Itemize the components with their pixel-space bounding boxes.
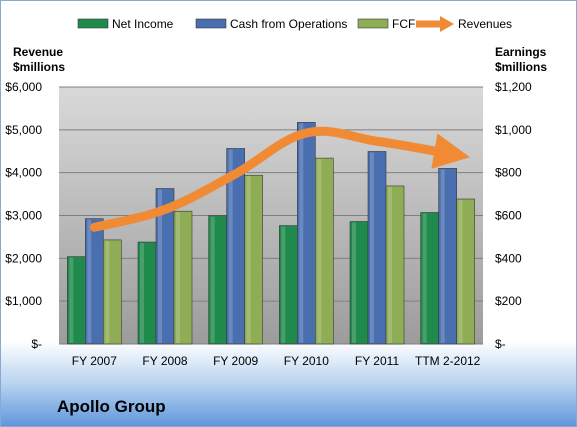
legend-label-fcf: FCF bbox=[392, 17, 415, 31]
bar-highlight bbox=[87, 219, 92, 343]
bar-fcf bbox=[244, 174, 263, 345]
legend-swatch-net-income bbox=[77, 18, 109, 29]
right-tick-label: $1,200 bbox=[495, 80, 532, 94]
bar-highlight bbox=[228, 149, 233, 343]
category-label: TTM 2-2012 bbox=[415, 354, 481, 368]
left-tick-label: $5,000 bbox=[5, 123, 42, 137]
category-label: FY 2010 bbox=[284, 354, 329, 368]
legend-swatch-fcf bbox=[357, 18, 389, 29]
left-axis-title-line2: $millions bbox=[13, 60, 65, 74]
bar-highlight bbox=[176, 212, 180, 343]
bar-highlight bbox=[210, 216, 215, 343]
gridlines bbox=[59, 86, 483, 345]
bar-fcf bbox=[385, 185, 405, 345]
bar-highlight bbox=[370, 152, 374, 343]
left-tick-label: $6,000 bbox=[5, 80, 42, 94]
left-tick-label: $1,000 bbox=[5, 294, 42, 308]
bar-fcf bbox=[103, 239, 122, 345]
right-tick-label: $1,000 bbox=[495, 123, 532, 137]
bars bbox=[67, 122, 475, 345]
right-tick-label: $600 bbox=[495, 209, 522, 223]
bar-highlight bbox=[458, 200, 463, 343]
bar-highlight bbox=[422, 213, 427, 343]
right-tick-label: $- bbox=[495, 337, 506, 351]
left-tick-label: $3,000 bbox=[5, 209, 42, 223]
bar-fcf bbox=[456, 198, 475, 345]
legend: Net Income Cash from Operations FCF Revenue… bbox=[77, 16, 512, 32]
right-tick-label: $800 bbox=[495, 166, 522, 180]
category-label: FY 2011 bbox=[355, 354, 400, 368]
left-tick-label: $2,000 bbox=[5, 251, 42, 265]
left-tick-label: $- bbox=[31, 337, 42, 351]
right-axis-title-line2: $millions bbox=[495, 60, 547, 74]
legend-swatch-cash-from-operations bbox=[195, 18, 227, 29]
category-label: FY 2009 bbox=[213, 354, 258, 368]
revenues-line bbox=[89, 126, 470, 232]
bar-highlight bbox=[352, 222, 356, 343]
tick-labels: $- $- $1,000 $200 $2,000 $400 $3,000 $600 $4,000… bbox=[5, 80, 532, 368]
legend-label-net-income: Net Income bbox=[112, 17, 174, 31]
bar-highlight bbox=[158, 189, 162, 343]
bar-highlight bbox=[299, 123, 304, 344]
category-label: FY 2007 bbox=[72, 354, 117, 368]
bar-highlight bbox=[105, 240, 110, 343]
right-tick-label: $400 bbox=[495, 251, 522, 265]
legend-label-cash-from-operations: Cash from Operations bbox=[230, 17, 347, 31]
category-label: FY 2008 bbox=[142, 354, 187, 368]
revenue-line bbox=[89, 126, 470, 232]
axis-titles: Revenue $millions Earnings $millions bbox=[13, 45, 547, 74]
bar-highlight bbox=[440, 169, 445, 343]
bar-highlight bbox=[281, 226, 286, 343]
bar-highlight bbox=[388, 186, 392, 343]
right-tick-label: $200 bbox=[495, 294, 522, 308]
legend-arrow-icon bbox=[440, 16, 454, 32]
bar-highlight bbox=[317, 159, 322, 343]
right-axis-title-line1: Earnings bbox=[495, 45, 547, 59]
bar-highlight bbox=[140, 243, 144, 343]
company-name: Apollo Group bbox=[57, 397, 166, 416]
bar-fcf bbox=[173, 210, 193, 345]
bar-fcf bbox=[315, 157, 334, 345]
left-axis-title-line1: Revenue bbox=[13, 45, 63, 59]
legend-label-revenues: Revenues bbox=[458, 17, 512, 31]
bar-highlight bbox=[69, 257, 74, 343]
bar-highlight bbox=[246, 176, 251, 343]
left-tick-label: $4,000 bbox=[5, 166, 42, 180]
